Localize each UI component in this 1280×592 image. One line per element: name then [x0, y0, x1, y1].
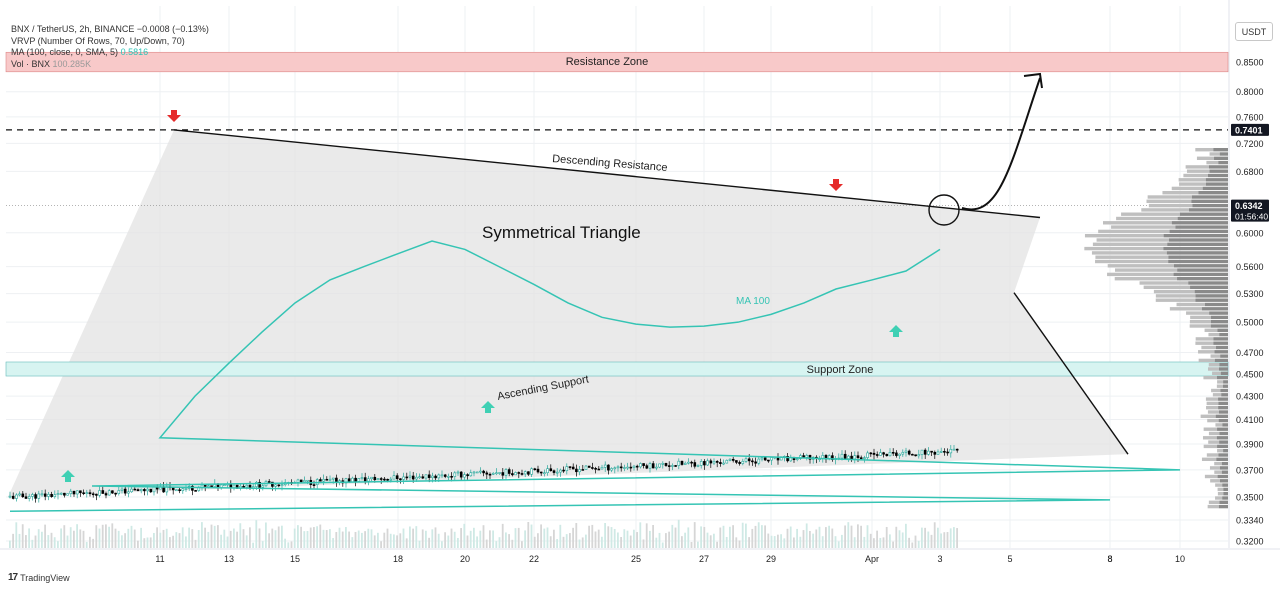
price-tick-label: 0.3500: [1236, 493, 1264, 503]
time-tick-label: 25: [631, 554, 641, 564]
price-tick-label: 0.8500: [1236, 58, 1264, 68]
time-tick-label: 8: [1107, 554, 1112, 564]
legend-vol-text: Vol · BNX: [11, 58, 51, 69]
tradingview-logo-text: TradingView: [20, 572, 70, 583]
support-zone-label: Support Zone: [807, 364, 874, 376]
tradingview-logo-icon: 17: [8, 572, 18, 583]
projection-arrow-head: [1023, 72, 1043, 89]
breakout-circle: [928, 194, 960, 226]
time-tick-label: 20: [460, 554, 470, 564]
time-tick-label: 27: [699, 554, 709, 564]
legend-ma: MA (100, close, 0, SMA, 5) 0.5816: [11, 47, 209, 59]
chart-legend: BNX / TetherUS, 2h, BINANCE −0.0008 (−0.…: [11, 24, 209, 70]
time-axis[interactable]: 811 13 15 18 20 22 25 27 29 Apr 3 5 8 10: [0, 548, 1280, 564]
time-tick-label: Apr: [865, 554, 879, 564]
legend-vol-value: 100.285K: [52, 58, 92, 69]
ascending-support-line[interactable]: [1013, 292, 1129, 455]
legend-symbol: BNX / TetherUS, 2h, BINANCE −0.0008 (−0.…: [11, 24, 209, 34]
legend-vrvp: VRVP (Number Of Rows, 70, Up/Down, 70): [11, 35, 185, 46]
price-tick-label: 0.6000: [1236, 228, 1264, 238]
time-tick-label: 10: [1175, 554, 1185, 564]
time-tick-label: 8: [1107, 554, 1112, 564]
price-tick-label: 0.4500: [1236, 369, 1264, 379]
time-tick-label: 29: [766, 554, 776, 564]
time-tick-label: 15: [290, 554, 300, 564]
price-tick-label: 0.4100: [1236, 415, 1264, 425]
legend-ma-text: MA (100, close, 0, SMA, 5): [11, 47, 119, 57]
arrow-markers: [61, 110, 903, 482]
price-tick-label: 0.8000: [1236, 87, 1264, 97]
time-tick-label: 18: [393, 554, 403, 564]
price-tick-label: 0.5300: [1236, 289, 1264, 299]
price-tick-label: 0.4700: [1236, 348, 1264, 358]
price-label-value: 0.6342: [1235, 201, 1263, 211]
volume-profile: [1084, 148, 1228, 509]
resistance-zone-label: Resistance Zone: [566, 56, 649, 68]
price-tick-label: 0.7600: [1236, 112, 1264, 122]
symmetrical-triangle-area: [8, 129, 1128, 498]
time-tick-label: 22: [529, 554, 539, 564]
legend-ma-value: 0.5816: [120, 47, 149, 57]
price-tick-label: 0.6800: [1236, 167, 1264, 177]
price-label-countdown: 01:56:40: [1235, 212, 1268, 222]
ma-100-line: [9, 240, 1181, 513]
price-label-box: [1231, 199, 1269, 222]
time-tick-label: 3: [937, 554, 942, 564]
price-tick-label: 0.3340: [1236, 516, 1264, 526]
support-zone: [5, 361, 1229, 377]
price-label-value: 0.7401: [1235, 125, 1263, 135]
price-label-box: [1231, 123, 1269, 136]
price-tick-label: 0.5600: [1236, 262, 1264, 272]
time-tick-label: 11: [155, 554, 164, 564]
price-tick-label: 0.4300: [1236, 392, 1264, 402]
volume-bars: [9, 519, 958, 548]
tradingview-logo: 17 TradingView: [8, 572, 70, 583]
price-tick-label: 0.3900: [1236, 440, 1264, 450]
projection-arrow: [961, 77, 1041, 211]
time-tick-label: 13: [224, 554, 234, 564]
time-tick-label: 5: [1007, 554, 1012, 564]
resistance-zone: [5, 51, 1229, 73]
currency-button[interactable]: USDT: [1235, 22, 1273, 41]
legend-volume: Vol · BNX 100.285K: [11, 59, 209, 71]
descending-resistance-line[interactable]: [173, 129, 1041, 219]
price-tick-label: 0.3700: [1236, 465, 1264, 475]
price-tick-label: 0.5000: [1236, 318, 1264, 328]
price-axis[interactable]: 0.8500 0.8000 0.7600 0.7200 0.6800 0.6000 0.56…: [1228, 0, 1269, 548]
ma-100-label: MA 100: [736, 296, 770, 307]
price-tick-label: 0.3200: [1236, 537, 1264, 547]
price-tick-label: 0.7200: [1236, 139, 1264, 149]
symmetrical-triangle-label: Symmetrical Triangle: [482, 223, 641, 242]
candlesticks: [8, 445, 959, 503]
